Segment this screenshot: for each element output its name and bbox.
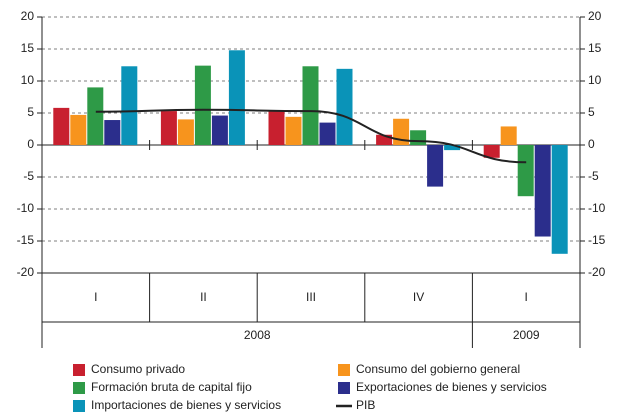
bar	[427, 145, 444, 187]
y2-tick-label: 15	[588, 41, 602, 55]
y-tick-label: 5	[27, 105, 34, 119]
bar	[211, 115, 228, 145]
bar	[70, 114, 87, 145]
legend-swatch	[73, 382, 85, 394]
y2-tick-label: -10	[588, 201, 606, 215]
bar	[410, 130, 427, 145]
y-tick-label: -10	[17, 201, 35, 215]
y-tick-label: 15	[21, 41, 35, 55]
bar	[53, 107, 70, 145]
x-tick-label: IV	[413, 290, 424, 304]
x-tick-label: I	[94, 290, 97, 304]
bar	[285, 116, 302, 145]
legend-label: Consumo privado	[91, 362, 185, 376]
x-tick-label: I	[525, 290, 528, 304]
y2-tick-label: -20	[588, 265, 606, 279]
bar	[500, 126, 517, 145]
bar	[483, 145, 500, 158]
bar	[444, 145, 461, 151]
bar	[302, 66, 319, 145]
x-tick-label: III	[306, 290, 316, 304]
bar	[319, 122, 336, 145]
y-tick-label: -15	[17, 233, 35, 247]
bar	[87, 87, 104, 145]
y2-tick-label: 20	[588, 9, 602, 23]
y2-tick-label: -15	[588, 233, 606, 247]
y2-tick-label: 10	[588, 73, 602, 87]
legend-swatch	[338, 364, 350, 376]
bar	[376, 134, 393, 145]
legend-label: PIB	[356, 398, 375, 412]
bar	[104, 120, 121, 145]
legend-label: Exportaciones de bienes y servicios	[356, 380, 547, 394]
legend-swatch	[338, 382, 350, 394]
legend-label: Formación bruta de capital fijo	[91, 380, 252, 394]
bar	[194, 65, 211, 145]
y-tick-label: 10	[21, 73, 35, 87]
bar	[121, 66, 138, 145]
bar	[336, 68, 353, 145]
y-tick-label: 20	[21, 9, 35, 23]
bar	[551, 145, 568, 254]
legend-label: Importaciones de bienes y servicios	[91, 398, 281, 412]
bar	[228, 50, 245, 145]
group-label: 2008	[244, 328, 271, 342]
y2-tick-label: -5	[588, 169, 599, 183]
legend-swatch	[73, 364, 85, 376]
y2-tick-label: 0	[588, 137, 595, 151]
y-tick-label: -20	[17, 265, 35, 279]
bar	[534, 145, 551, 237]
y-tick-label: -5	[23, 169, 34, 183]
line	[95, 108, 527, 164]
legend-label: Consumo del gobierno general	[356, 362, 520, 376]
bar	[268, 111, 285, 145]
bar	[160, 111, 177, 145]
x-tick-label: II	[200, 290, 207, 304]
bar	[517, 145, 534, 197]
y-tick-label: 0	[27, 137, 34, 151]
y2-tick-label: 5	[588, 105, 595, 119]
bar	[177, 119, 194, 145]
legend-swatch	[73, 400, 85, 412]
group-label: 2009	[513, 328, 540, 342]
